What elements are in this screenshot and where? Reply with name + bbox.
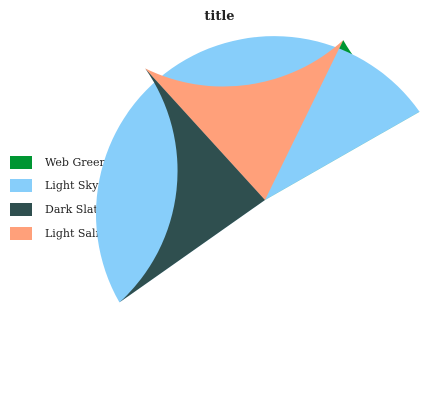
pie-chart: title Web Green Light Sky Blue Dark Slat… [0, 0, 439, 400]
pie-plot [0, 0, 439, 400]
